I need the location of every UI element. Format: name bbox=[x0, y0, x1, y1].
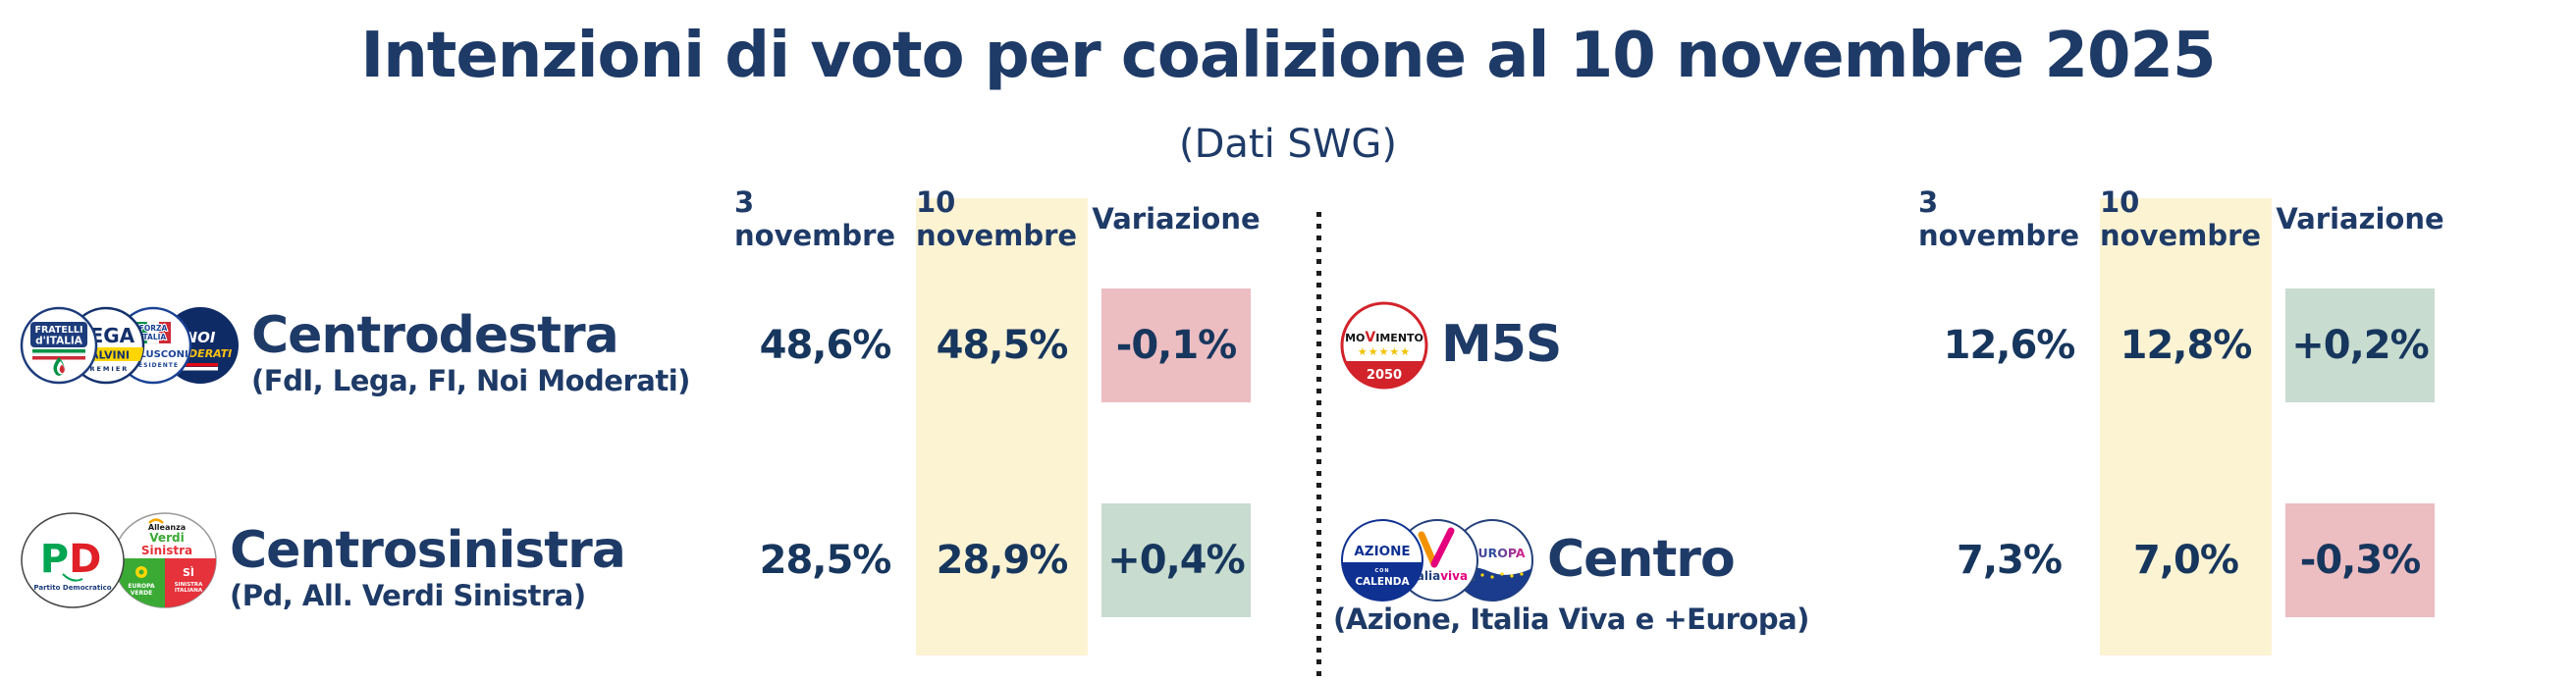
highlight-band-left bbox=[916, 198, 1088, 655]
svg-text:CALENDA: CALENDA bbox=[1355, 576, 1410, 588]
coalition-parties: (FdI, Lega, FI, Noi Moderati) bbox=[251, 363, 690, 397]
m5s-logos: MOVIMENTO ★★★★★ 2050 bbox=[1339, 300, 1429, 391]
svg-text:BERLUSCONI: BERLUSCONI bbox=[118, 349, 188, 360]
left-panel: 3 novembre 10 novembre Variazione FRATEL… bbox=[0, 185, 1264, 667]
value-prev: 12,6% bbox=[1943, 322, 2076, 368]
highlight-band-right bbox=[2100, 198, 2272, 655]
value-prev: 48,6% bbox=[759, 322, 892, 368]
coalition-name: Centrodestra bbox=[251, 306, 619, 366]
svg-text:★★★★★: ★★★★★ bbox=[1358, 345, 1411, 358]
page-title: Intenzioni di voto per coalizione al 10 … bbox=[360, 20, 2216, 92]
svg-text:PRESIDENTE: PRESIDENTE bbox=[128, 362, 179, 369]
svg-text:SÌ: SÌ bbox=[183, 566, 194, 579]
svg-text:Verdi: Verdi bbox=[149, 531, 184, 545]
svg-text:FORZA: FORZA bbox=[139, 324, 168, 333]
coalition-row-centrodestra: FRATELLI d'ITALIA LEGA SALVINI PREMIER bbox=[0, 237, 734, 452]
column-header-10-novembre: 10 novembre bbox=[2100, 185, 2262, 252]
value-curr: 28,9% bbox=[936, 537, 1069, 583]
svg-text:PD: PD bbox=[40, 537, 102, 582]
svg-text:FRATELLI: FRATELLI bbox=[34, 325, 82, 336]
vertical-dotted-divider bbox=[1316, 212, 1321, 679]
value-curr: 48,5% bbox=[936, 322, 1069, 368]
svg-text:ITALIANA: ITALIANA bbox=[175, 588, 203, 594]
coalition-row-centrosinistra: PD Partito Democratico Alleanza Verdi Si… bbox=[0, 452, 734, 667]
column-header-variazione: Variazione bbox=[2276, 202, 2444, 236]
centrodestra-logos: FRATELLI d'ITALIA LEGA SALVINI PREMIER bbox=[20, 306, 240, 385]
right-panel: 3 novembre 10 novembre Variazione MOVIME… bbox=[1327, 185, 2448, 667]
svg-text:CON: CON bbox=[1374, 568, 1389, 574]
svg-text:2050: 2050 bbox=[1367, 368, 1402, 383]
svg-text:Partito Democratico: Partito Democratico bbox=[33, 584, 111, 592]
movimento-5-stelle-logo: MOVIMENTO ★★★★★ 2050 bbox=[1340, 301, 1428, 389]
coalition-parties: (Azione, Italia Viva e +Europa) bbox=[1333, 602, 1809, 636]
coalition-name: Centrosinistra bbox=[230, 521, 626, 581]
centro-logos: AZIONE CON CALENDA italiaviva bbox=[1339, 517, 1535, 603]
svg-text:ITALIA: ITALIA bbox=[140, 333, 167, 341]
svg-text:EUROPA: EUROPA bbox=[128, 583, 155, 590]
svg-text:AZIONE: AZIONE bbox=[1354, 544, 1410, 559]
azione-logo: AZIONE CON CALENDA bbox=[1341, 518, 1423, 602]
svg-text:d'ITALIA: d'ITALIA bbox=[35, 335, 83, 346]
coalition-row-centro: AZIONE CON CALENDA italiaviva bbox=[1327, 452, 1918, 667]
column-header-10-novembre: 10 novembre bbox=[916, 185, 1078, 252]
variation-badge: -0,1% bbox=[1101, 288, 1251, 402]
value-curr: 7,0% bbox=[2133, 537, 2239, 583]
svg-text:Alleanza: Alleanza bbox=[148, 523, 186, 532]
pd-logo: PD Partito Democratico bbox=[21, 511, 125, 608]
coalition-name: Centro bbox=[1547, 530, 1736, 590]
coalition-row-m5s: MOVIMENTO ★★★★★ 2050 M5S bbox=[1327, 237, 1918, 452]
svg-text:NOI: NOI bbox=[186, 329, 216, 346]
svg-text:SINISTRA: SINISTRA bbox=[175, 582, 204, 588]
page-subtitle: (Dati SWG) bbox=[1179, 122, 1397, 167]
column-header-variazione: Variazione bbox=[1092, 202, 1261, 236]
variation-badge: +0,2% bbox=[2285, 288, 2435, 402]
column-header-3-novembre: 3 novembre bbox=[1918, 185, 2080, 252]
svg-text:PREMIER: PREMIER bbox=[83, 365, 130, 373]
variation-badge: -0,3% bbox=[2285, 502, 2435, 617]
coalition-parties: (Pd, All. Verdi Sinistra) bbox=[230, 578, 586, 612]
value-prev: 28,5% bbox=[759, 537, 892, 583]
value-curr: 12,8% bbox=[2120, 322, 2253, 368]
centrosinistra-logos: PD Partito Democratico Alleanza Verdi Si… bbox=[20, 511, 218, 609]
svg-text:Sinistra: Sinistra bbox=[141, 544, 192, 557]
svg-text:MOVIMENTO: MOVIMENTO bbox=[1345, 330, 1423, 345]
coalition-name: M5S bbox=[1441, 315, 1562, 375]
svg-text:VERDE: VERDE bbox=[131, 590, 152, 597]
fratelli-ditalia-logo: FRATELLI d'ITALIA bbox=[20, 306, 98, 384]
alleanza-verdi-sinistra-logo: Alleanza Verdi Sinistra EUROPA VERDE SÌ … bbox=[113, 511, 217, 608]
column-header-3-novembre: 3 novembre bbox=[734, 185, 896, 252]
variation-badge: +0,4% bbox=[1101, 502, 1251, 617]
value-prev: 7,3% bbox=[1957, 537, 2063, 583]
